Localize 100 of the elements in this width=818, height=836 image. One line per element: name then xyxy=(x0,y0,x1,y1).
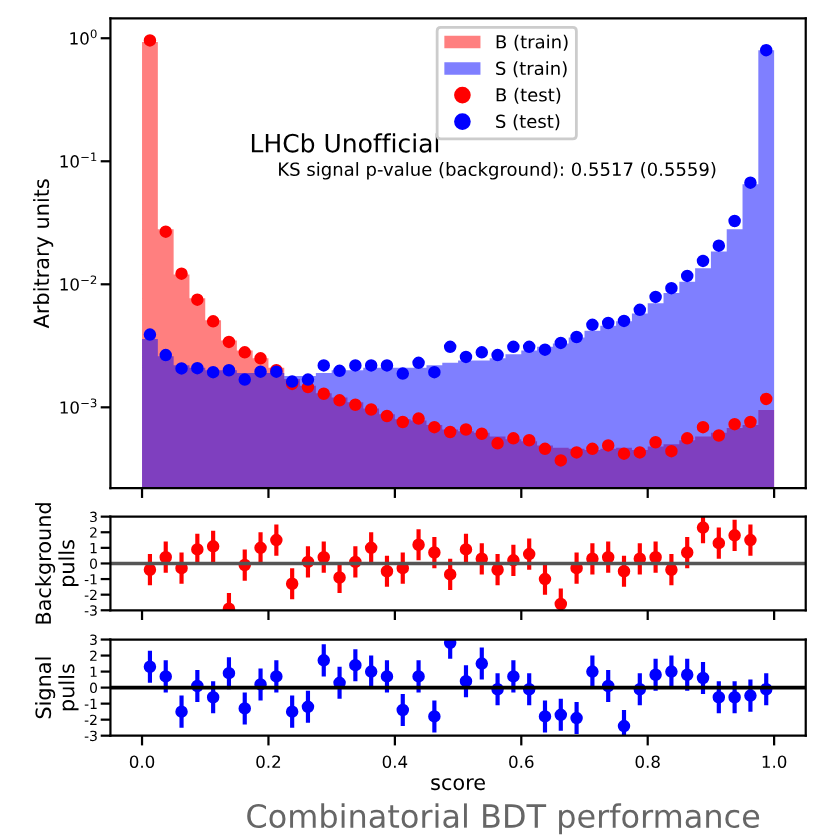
point xyxy=(191,543,204,556)
point xyxy=(364,403,378,416)
point xyxy=(728,529,741,542)
point xyxy=(459,674,473,688)
point xyxy=(696,420,710,434)
point xyxy=(744,689,757,702)
point xyxy=(744,415,757,429)
point xyxy=(633,303,647,317)
legend-label: B (train) xyxy=(496,34,568,51)
point xyxy=(522,434,536,447)
point xyxy=(617,447,631,460)
point xyxy=(507,670,520,683)
legend-label: S (test) xyxy=(496,114,560,131)
point xyxy=(222,335,236,349)
point xyxy=(412,538,425,551)
point xyxy=(443,639,457,649)
point xyxy=(586,665,599,678)
legend-label: B (test) xyxy=(496,87,561,104)
point xyxy=(554,336,568,350)
point xyxy=(522,547,536,561)
point xyxy=(380,565,394,578)
point xyxy=(649,436,662,449)
point xyxy=(222,666,236,680)
point xyxy=(586,318,599,332)
point xyxy=(428,546,441,559)
point xyxy=(175,362,188,375)
point xyxy=(222,364,236,377)
point xyxy=(333,394,346,407)
point xyxy=(538,572,552,586)
point xyxy=(364,665,378,678)
point xyxy=(712,690,726,704)
point xyxy=(696,521,710,534)
point xyxy=(412,412,425,425)
point xyxy=(380,670,394,683)
point xyxy=(349,359,362,372)
point xyxy=(143,328,157,341)
point xyxy=(159,225,172,238)
point xyxy=(728,690,741,704)
y-tick-label: 10$^{−1}$ xyxy=(60,152,97,168)
point xyxy=(238,346,251,359)
point xyxy=(617,565,631,578)
point xyxy=(538,710,552,723)
point xyxy=(491,348,504,362)
point xyxy=(665,444,678,458)
point xyxy=(696,254,710,268)
point xyxy=(143,660,157,674)
point xyxy=(254,365,267,378)
point xyxy=(159,550,172,564)
point xyxy=(665,665,678,678)
point xyxy=(649,550,662,564)
annotation: KS signal p-value (background): 0.5517 (0.5559) xyxy=(279,162,716,180)
point xyxy=(301,373,315,386)
point xyxy=(680,269,694,283)
point xyxy=(633,446,647,459)
point xyxy=(317,550,331,564)
point xyxy=(412,670,425,683)
point xyxy=(665,281,678,295)
point xyxy=(143,34,157,47)
point xyxy=(712,429,726,442)
x-tick-label: 0.4 xyxy=(382,755,408,769)
point xyxy=(744,176,757,189)
point xyxy=(191,361,204,375)
point xyxy=(443,568,457,581)
y-axis-title: Signal pulls xyxy=(35,657,79,719)
legend-label: S (train) xyxy=(496,61,567,78)
point xyxy=(475,427,489,440)
point xyxy=(206,540,220,553)
point xyxy=(238,373,251,386)
point xyxy=(759,43,773,57)
y-axis-title: Arbitrary units xyxy=(33,179,54,329)
point xyxy=(617,719,631,733)
y-tick-label: 10$^{0}$ xyxy=(70,29,97,45)
point xyxy=(317,387,331,400)
x-tick-label: 1.0 xyxy=(762,755,787,769)
point xyxy=(159,348,172,362)
point xyxy=(617,314,631,328)
point xyxy=(159,670,172,683)
x-tick-label: 0.2 xyxy=(256,755,281,769)
point xyxy=(333,571,346,584)
point xyxy=(349,398,362,411)
point xyxy=(712,536,726,550)
point xyxy=(649,290,662,304)
point xyxy=(428,365,441,379)
point xyxy=(538,343,552,356)
point xyxy=(696,671,710,685)
point xyxy=(554,708,568,722)
point xyxy=(364,541,378,555)
point xyxy=(143,563,157,576)
point xyxy=(396,415,410,429)
point xyxy=(317,359,331,372)
point xyxy=(459,543,473,556)
point xyxy=(191,293,204,306)
y-tick-label: 10$^{−2}$ xyxy=(60,275,97,291)
point xyxy=(459,423,473,436)
point xyxy=(270,670,283,683)
point xyxy=(586,442,599,456)
point xyxy=(475,346,489,359)
point xyxy=(680,546,694,559)
point xyxy=(507,340,520,354)
x-tick-label: 0.6 xyxy=(509,755,534,769)
